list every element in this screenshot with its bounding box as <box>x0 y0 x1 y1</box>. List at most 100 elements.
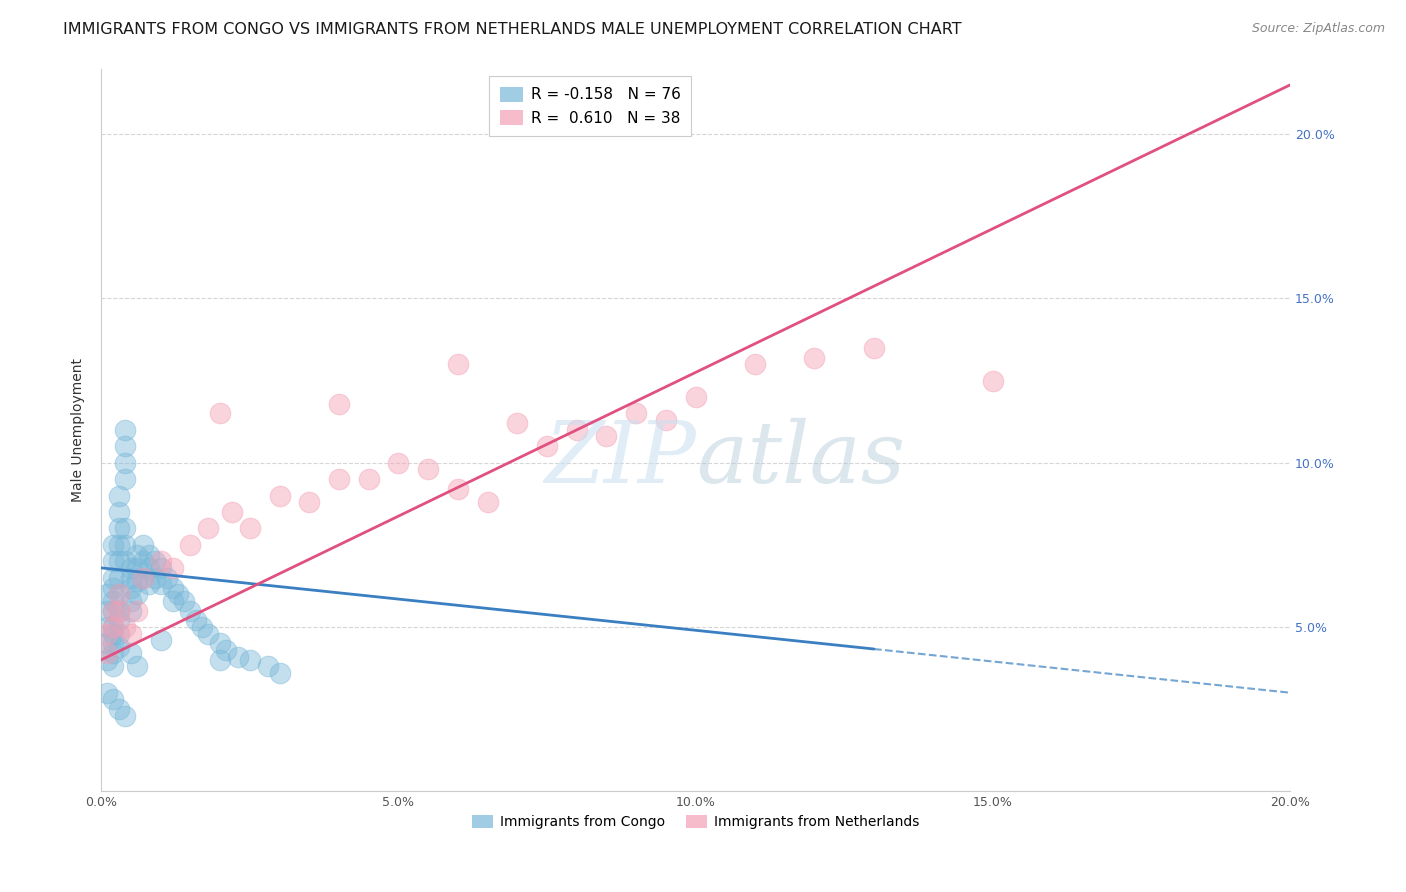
Point <box>108 521 131 535</box>
Point <box>108 614 131 628</box>
Point <box>120 626 142 640</box>
Point <box>125 561 148 575</box>
Point <box>108 505 131 519</box>
Point <box>624 407 647 421</box>
Point <box>120 593 142 607</box>
Point <box>96 626 118 640</box>
Point <box>744 357 766 371</box>
Point <box>173 593 195 607</box>
Point <box>101 659 124 673</box>
Point <box>125 587 148 601</box>
Point <box>96 646 118 660</box>
Point <box>132 538 155 552</box>
Point <box>138 561 160 575</box>
Point <box>215 643 238 657</box>
Point <box>114 521 136 535</box>
Point <box>179 604 201 618</box>
Point <box>101 593 124 607</box>
Point <box>209 653 232 667</box>
Point <box>96 620 118 634</box>
Point <box>803 351 825 365</box>
Point <box>96 587 118 601</box>
Point <box>132 571 155 585</box>
Point <box>108 604 131 618</box>
Point <box>357 472 380 486</box>
Point <box>96 636 118 650</box>
Point <box>120 581 142 595</box>
Legend: Immigrants from Congo, Immigrants from Netherlands: Immigrants from Congo, Immigrants from N… <box>467 809 925 835</box>
Point <box>447 482 470 496</box>
Point <box>101 538 124 552</box>
Point <box>108 571 131 585</box>
Point <box>108 626 131 640</box>
Point <box>143 571 166 585</box>
Point <box>108 702 131 716</box>
Point <box>114 708 136 723</box>
Point <box>226 649 249 664</box>
Point <box>108 640 131 654</box>
Y-axis label: Male Unemployment: Male Unemployment <box>72 358 86 502</box>
Text: ZIP: ZIP <box>544 417 696 500</box>
Point <box>120 604 142 618</box>
Point <box>125 574 148 588</box>
Point <box>114 472 136 486</box>
Point <box>149 554 172 568</box>
Point <box>108 604 131 618</box>
Point <box>132 554 155 568</box>
Point <box>191 620 214 634</box>
Point <box>162 593 184 607</box>
Point <box>125 548 148 562</box>
Point <box>132 571 155 585</box>
Point <box>101 604 124 618</box>
Point <box>186 614 208 628</box>
Point <box>101 692 124 706</box>
Point <box>328 472 350 486</box>
Text: atlas: atlas <box>696 417 904 500</box>
Point <box>655 413 678 427</box>
Point <box>143 554 166 568</box>
Point <box>120 561 142 575</box>
Point <box>179 538 201 552</box>
Point <box>101 604 124 618</box>
Point <box>120 646 142 660</box>
Point <box>239 653 262 667</box>
Point <box>101 626 124 640</box>
Point <box>447 357 470 371</box>
Point <box>96 653 118 667</box>
Point <box>108 554 131 568</box>
Point <box>114 554 136 568</box>
Point <box>101 571 124 585</box>
Point <box>298 495 321 509</box>
Point <box>149 561 172 575</box>
Point <box>138 577 160 591</box>
Point <box>209 636 232 650</box>
Point <box>114 620 136 634</box>
Point <box>108 538 131 552</box>
Point <box>101 581 124 595</box>
Point <box>595 429 617 443</box>
Point <box>108 489 131 503</box>
Point <box>149 577 172 591</box>
Point <box>536 439 558 453</box>
Point <box>506 417 529 431</box>
Point <box>162 581 184 595</box>
Point <box>981 374 1004 388</box>
Point <box>197 626 219 640</box>
Point <box>167 587 190 601</box>
Point <box>101 620 124 634</box>
Text: IMMIGRANTS FROM CONGO VS IMMIGRANTS FROM NETHERLANDS MALE UNEMPLOYMENT CORRELATI: IMMIGRANTS FROM CONGO VS IMMIGRANTS FROM… <box>63 22 962 37</box>
Point <box>101 636 124 650</box>
Point <box>162 561 184 575</box>
Point <box>138 548 160 562</box>
Point <box>863 341 886 355</box>
Point <box>96 604 118 618</box>
Point <box>120 571 142 585</box>
Point <box>125 604 148 618</box>
Point <box>269 665 291 680</box>
Point <box>328 396 350 410</box>
Point <box>418 462 440 476</box>
Point <box>239 521 262 535</box>
Point <box>387 456 409 470</box>
Point <box>108 587 131 601</box>
Point <box>114 538 136 552</box>
